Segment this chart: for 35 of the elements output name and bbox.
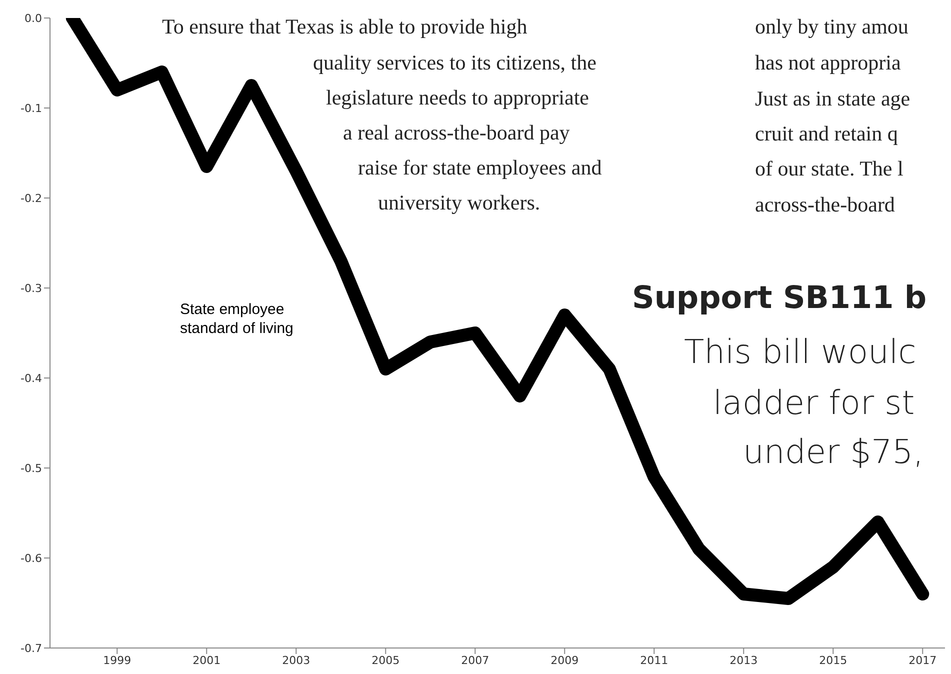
annotation: This bill woulc [684,332,916,371]
annotation: university workers. [378,190,540,215]
y-tick-label: -0.6 [20,552,42,565]
x-tick-label: 2015 [819,654,848,667]
x-tick-label: 2003 [282,654,310,667]
annotation: legislature needs to appropriate [326,85,589,110]
annotation: has not appropria [755,50,901,75]
annotation: across-the-board [755,192,895,217]
x-tick-label: 2011 [640,654,668,667]
y-tick-label: -0.5 [20,462,42,475]
annotation: of our state. The l [755,156,904,181]
annotation: under $75, [743,432,924,471]
y-tick-label: -0.3 [20,282,42,295]
annotation: raise for state employees and [358,155,602,180]
annotation: only by tiny amou [755,14,908,39]
annotation: Just as in state age [755,86,910,111]
x-tick-label: 2001 [192,654,221,667]
y-tick-label: -0.7 [20,642,42,655]
annotation: quality services to its citizens, the [313,50,596,75]
annotation: To ensure that Texas is able to provide high [162,14,528,39]
annotation: Support SB111 b [632,280,927,316]
annotation: a real across-the-board pay [343,120,570,145]
text: State employee standard of living [180,300,294,338]
x-tick-label: 1999 [103,654,132,667]
annotation: cruit and retain q [755,121,898,146]
x-tick-label: 2005 [372,654,400,667]
y-tick-label: -0.1 [20,102,42,115]
x-tick-label: 2013 [730,654,758,667]
x-tick-label: 2007 [461,654,490,667]
x-tick-label: 2009 [550,654,579,667]
annotation: ladder for st [713,382,915,422]
x-tick-label: 2017 [908,654,937,667]
y-tick-label: 0.0 [24,12,42,25]
y-tick-label: -0.2 [20,192,42,205]
y-tick-label: -0.4 [20,372,42,385]
